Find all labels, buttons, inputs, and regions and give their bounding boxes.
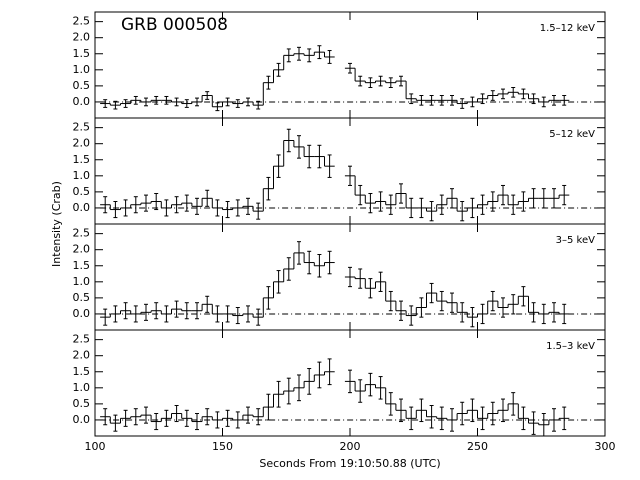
y-tick-label: 0.0 bbox=[73, 307, 91, 320]
y-tick-label: 0.0 bbox=[73, 95, 91, 108]
x-tick-label: 200 bbox=[340, 440, 361, 453]
y-tick-label: 0.5 bbox=[73, 79, 91, 92]
y-tick-label: 0.5 bbox=[73, 185, 91, 198]
y-tick-label: 2.0 bbox=[73, 349, 91, 362]
y-axis-label: Intensity (Crab) bbox=[50, 181, 63, 267]
x-tick-label: 150 bbox=[212, 440, 233, 453]
panel-label: 1.5–12 keV bbox=[540, 23, 595, 34]
y-tick-label: 0.5 bbox=[73, 291, 91, 304]
y-tick-label: 2.5 bbox=[73, 227, 91, 240]
y-tick-label: 1.5 bbox=[73, 365, 91, 378]
panel-label: 5–12 keV bbox=[549, 129, 595, 140]
y-tick-label: 2.0 bbox=[73, 137, 91, 150]
y-tick-label: 1.5 bbox=[73, 153, 91, 166]
y-tick-label: 1.0 bbox=[73, 275, 91, 288]
x-tick-label: 250 bbox=[467, 440, 488, 453]
chart-title: GRB 000508 bbox=[121, 15, 228, 35]
y-tick-label: 0.5 bbox=[73, 397, 91, 410]
y-tick-label: 0.0 bbox=[73, 413, 91, 426]
y-tick-label: 1.0 bbox=[73, 63, 91, 76]
y-tick-label: 2.5 bbox=[73, 333, 91, 346]
panel-label: 1.5–3 keV bbox=[546, 341, 595, 352]
x-tick-label: 300 bbox=[595, 440, 616, 453]
y-tick-label: 1.5 bbox=[73, 259, 91, 272]
y-tick-label: 0.0 bbox=[73, 201, 91, 214]
y-tick-label: 1.0 bbox=[73, 381, 91, 394]
y-tick-label: 2.0 bbox=[73, 31, 91, 44]
x-tick-label: 100 bbox=[85, 440, 106, 453]
x-axis-label: Seconds From 19:10:50.88 (UTC) bbox=[259, 457, 440, 470]
y-tick-label: 2.5 bbox=[73, 121, 91, 134]
y-tick-label: 1.0 bbox=[73, 169, 91, 182]
panel-label: 3–5 keV bbox=[556, 235, 595, 246]
y-tick-label: 2.0 bbox=[73, 243, 91, 256]
y-tick-label: 1.5 bbox=[73, 47, 91, 60]
y-tick-label: 2.5 bbox=[73, 15, 91, 28]
